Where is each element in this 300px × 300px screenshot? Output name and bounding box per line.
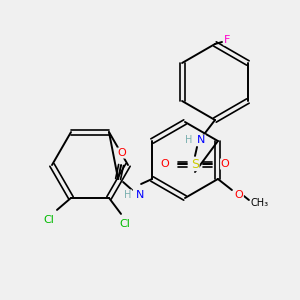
Text: N: N [136,190,144,200]
Text: H: H [124,190,132,200]
Text: Cl: Cl [44,215,54,225]
Text: Cl: Cl [120,219,130,229]
Text: O: O [235,190,243,200]
Text: CH₃: CH₃ [251,198,269,208]
Text: N: N [197,135,205,145]
Text: F: F [224,35,230,45]
Text: S: S [191,158,199,170]
Text: O: O [160,159,169,169]
Text: O: O [118,148,127,158]
Text: H: H [185,135,193,145]
Text: O: O [220,159,230,169]
